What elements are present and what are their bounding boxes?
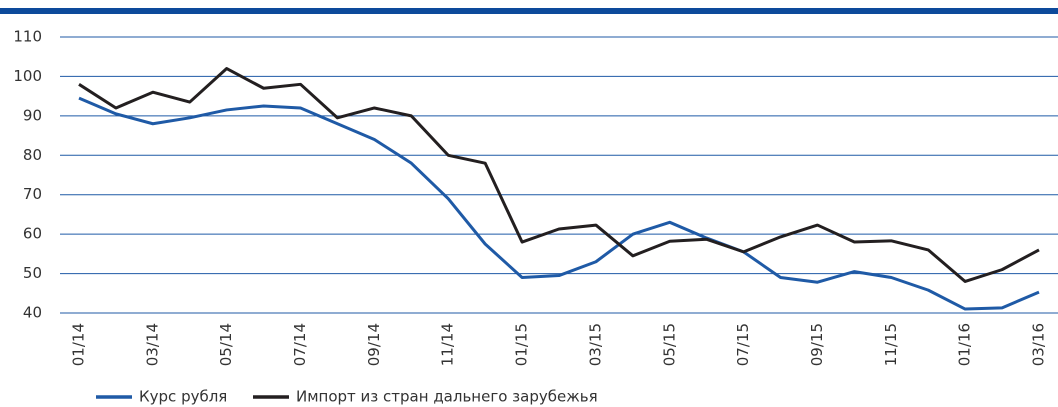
y-tick-label: 100: [13, 67, 42, 85]
y-tick-label: 80: [23, 146, 42, 164]
y-tick-label: 110: [13, 28, 42, 46]
series-line: [78, 67, 1040, 283]
x-tick-label: 01/15: [513, 323, 531, 366]
x-tick-label: 03/15: [586, 323, 604, 366]
x-tick-label: 05/15: [660, 323, 678, 366]
x-tick-label: 07/15: [734, 323, 752, 366]
x-tick-label: 11/15: [882, 323, 900, 366]
top-bar: [0, 8, 1058, 14]
x-tick-label: 03/16: [1030, 323, 1048, 366]
y-tick-label: 60: [23, 225, 42, 243]
x-tick-label: 05/14: [217, 323, 235, 366]
x-tick-label: 11/14: [439, 323, 457, 366]
y-tick-label: 50: [23, 264, 42, 282]
x-tick-label: 07/14: [291, 323, 309, 366]
legend-label: Курс рубля: [139, 388, 227, 406]
x-tick-label: 09/15: [808, 323, 826, 366]
y-tick-label: 90: [23, 106, 42, 124]
x-tick-label: 03/14: [143, 323, 161, 366]
x-tick-label: 01/14: [70, 323, 88, 366]
x-tick-label: 01/16: [956, 323, 974, 366]
legend-label: Импорт из стран дальнего зарубежья: [296, 388, 598, 406]
series-line: [78, 96, 1040, 311]
x-tick-label: 09/14: [365, 323, 383, 366]
y-tick-label: 70: [23, 185, 42, 203]
y-tick-label: 40: [23, 304, 42, 322]
